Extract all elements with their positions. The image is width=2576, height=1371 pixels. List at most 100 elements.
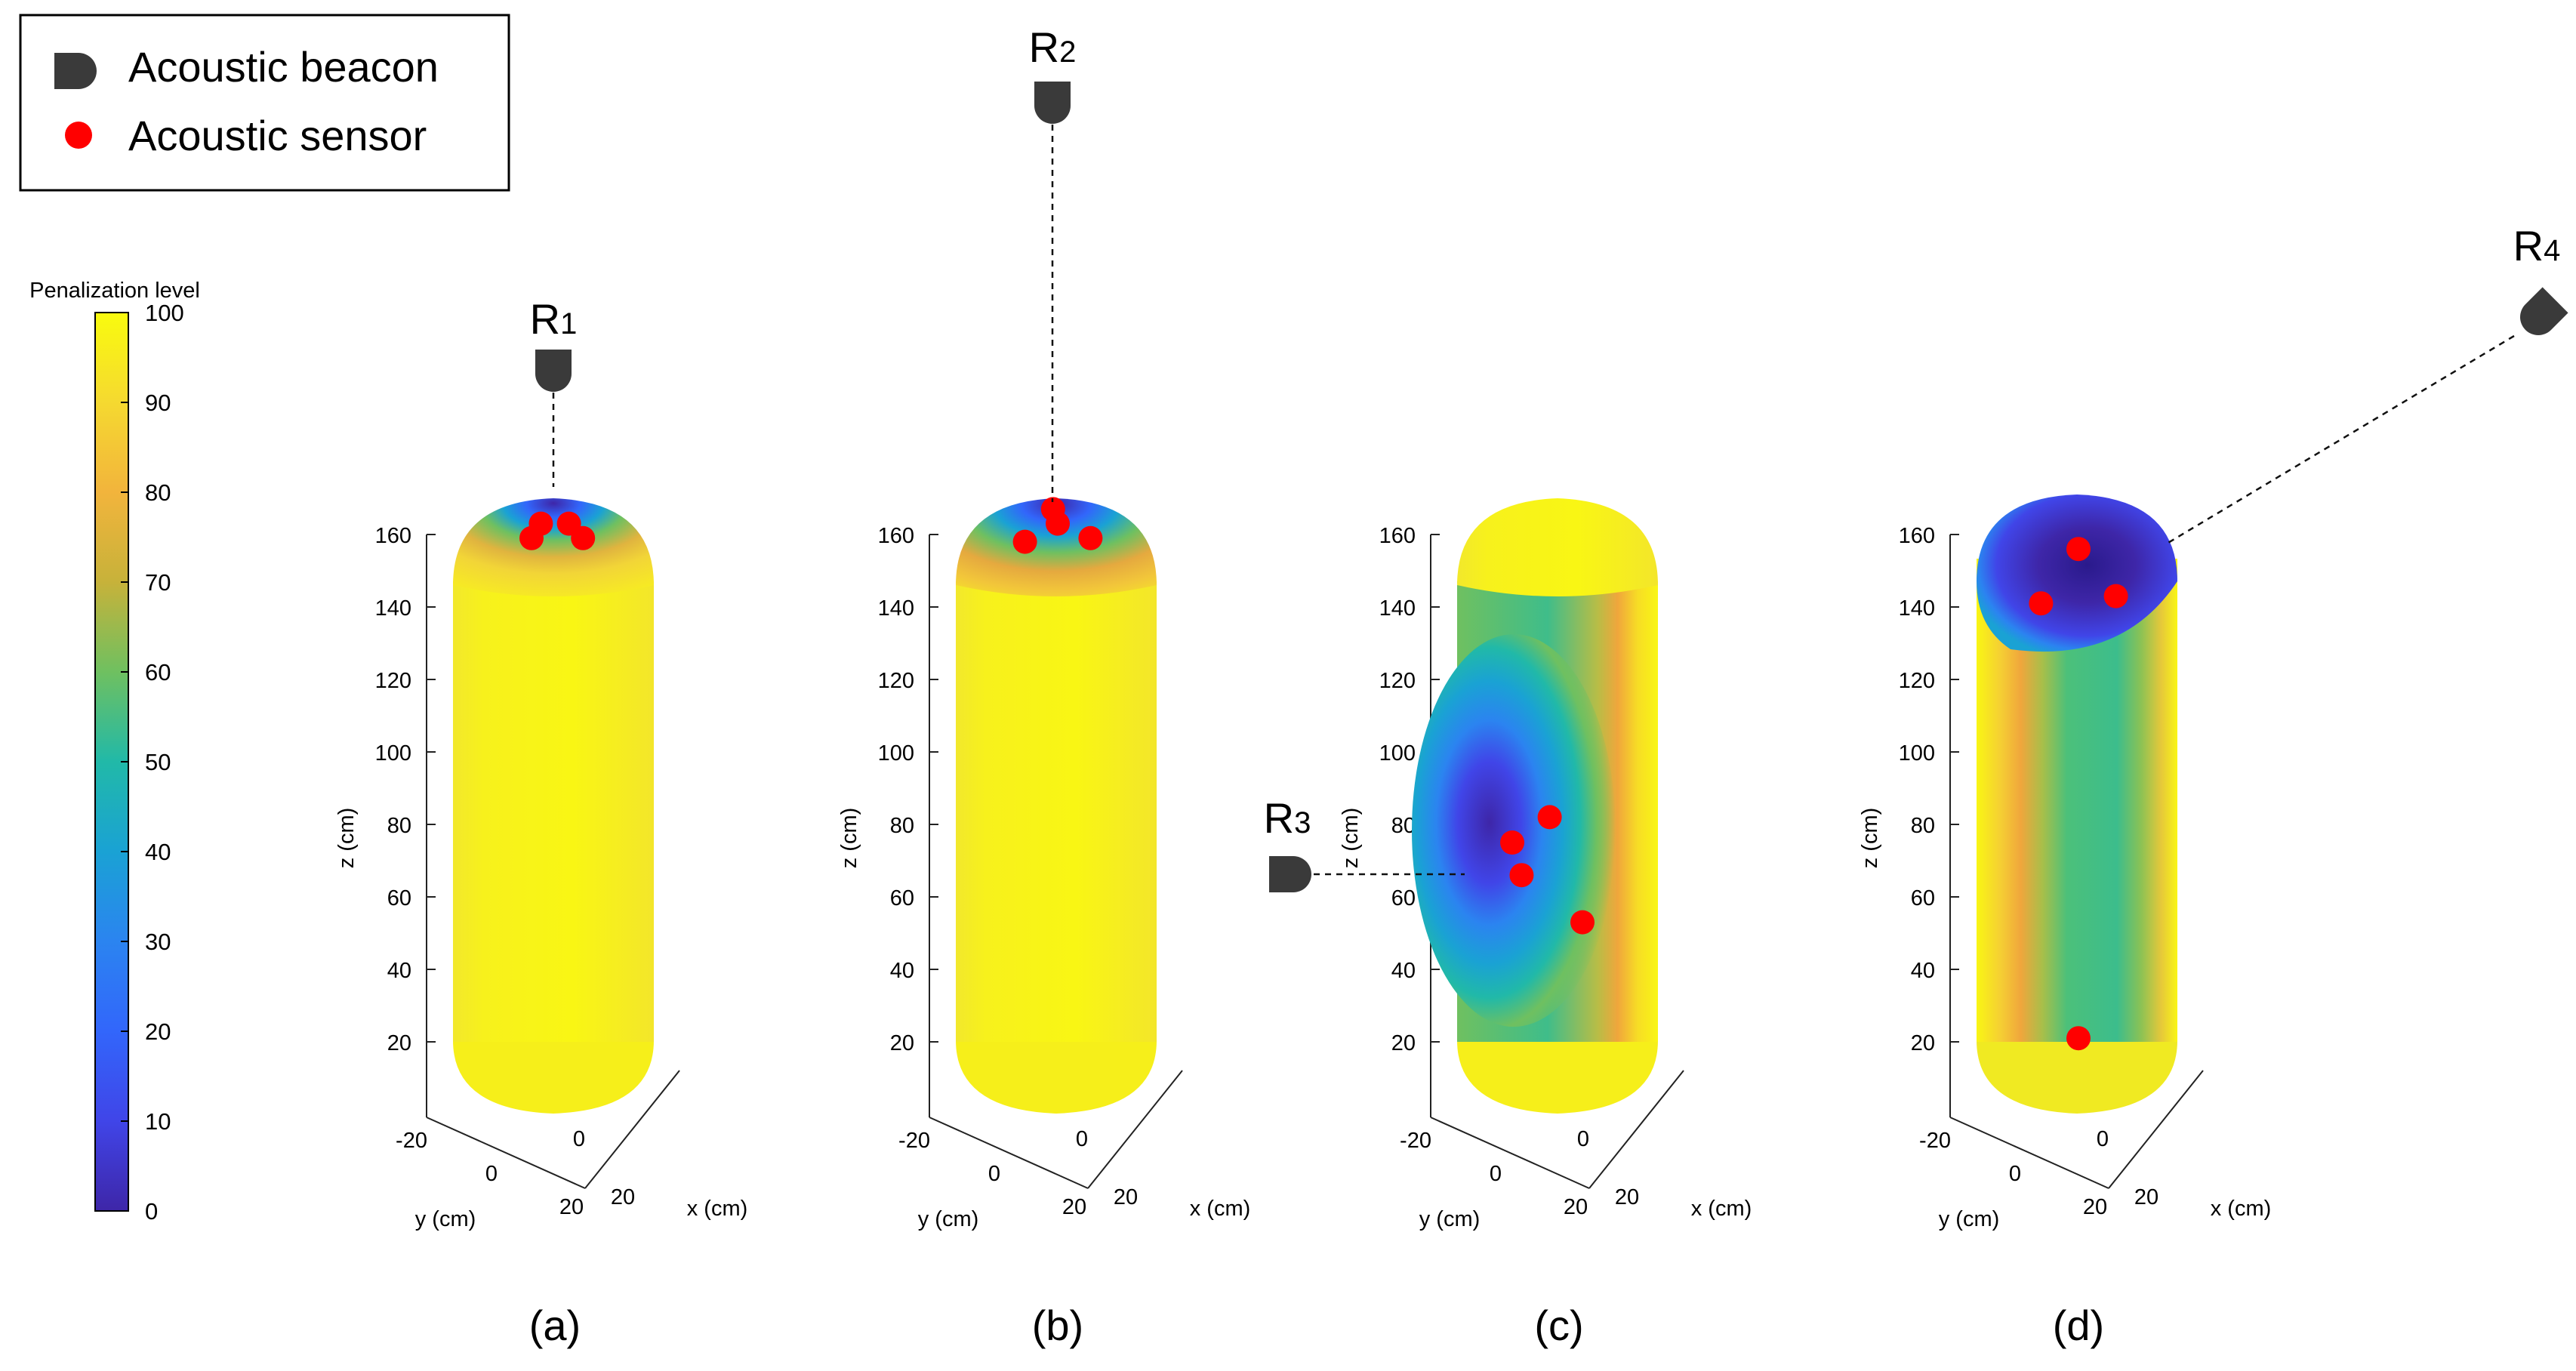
x-tick-label: 20: [611, 1185, 635, 1209]
x-axis: [2108, 1070, 2204, 1189]
x-tick-label: 0: [573, 1127, 585, 1151]
z-tick-label: 120: [1379, 669, 1416, 693]
z-tick-label: 20: [1391, 1031, 1416, 1055]
z-tick-label: 80: [1391, 814, 1416, 838]
beacon-label: R2: [1029, 23, 1077, 71]
z-tick-label: 100: [375, 741, 411, 766]
penalization-surface: [956, 498, 1157, 1114]
acoustic-sensor: [1537, 805, 1562, 830]
colorbar-title: Penalization level: [29, 279, 200, 303]
sensors: [2029, 537, 2128, 1051]
low-penalization-region: [1977, 494, 2177, 652]
x-tick-label: 20: [1114, 1185, 1138, 1209]
legend-beacon-label: Acoustic beacon: [128, 43, 439, 91]
x-tick-label: 0: [1076, 1127, 1088, 1151]
x-axis-label: x (cm): [1190, 1197, 1251, 1221]
acoustic-beacon: R3: [1264, 794, 1465, 892]
z-tick-label: 160: [375, 524, 411, 548]
z-tick-label: 100: [1899, 741, 1935, 766]
z-axis-label: z (cm): [1858, 808, 1882, 869]
colorbar-tick-label: 0: [145, 1198, 158, 1225]
y-tick-label: 20: [559, 1195, 584, 1219]
cylinder-body: [956, 581, 1157, 1042]
y-tick-label: 20: [1062, 1195, 1086, 1219]
y-axis: [1949, 1117, 2109, 1189]
colorbar-tick-label: 50: [145, 749, 171, 775]
colorbar-tick-label: 10: [145, 1108, 171, 1135]
penalization-surface: [1977, 494, 2177, 1114]
y-axis-label: y (cm): [918, 1207, 979, 1231]
acoustic-sensor: [1046, 511, 1070, 536]
z-tick-label: 140: [1379, 596, 1416, 621]
beacon-icon: [1269, 856, 1311, 892]
z-tick-label: 20: [387, 1031, 411, 1055]
colorbar-tick-label: 100: [145, 300, 184, 326]
penalization-surface: [1412, 498, 1658, 1114]
acoustic-sensor: [2103, 584, 2128, 608]
penalization-surface: [453, 498, 654, 1114]
x-axis: [1588, 1070, 1684, 1189]
beacon-legend-icon: [54, 53, 97, 89]
colorbar-tick-label: 60: [145, 659, 171, 686]
cylinder-body: [453, 581, 654, 1042]
z-tick-label: 60: [1391, 886, 1416, 910]
x-axis-label: x (cm): [2211, 1197, 2272, 1221]
z-tick-label: 60: [890, 886, 914, 910]
y-tick-label: 0: [485, 1162, 498, 1186]
z-tick-label: 120: [1899, 669, 1935, 693]
x-axis: [584, 1070, 680, 1189]
y-axis: [929, 1117, 1089, 1189]
y-axis-label: y (cm): [1939, 1207, 2000, 1231]
acoustic-sensor: [519, 525, 544, 550]
acoustic-beacon: R2: [1029, 23, 1077, 502]
z-axis-label: z (cm): [1339, 808, 1363, 869]
colorbar-tick-label: 30: [145, 929, 171, 955]
colorbar-tick-label: 70: [145, 569, 171, 596]
acoustic-beacon: R1: [530, 295, 577, 487]
z-tick-label: 160: [1899, 524, 1935, 548]
top-cap: [956, 498, 1157, 596]
top-cap: [1457, 498, 1658, 596]
acoustic-sensor: [1012, 529, 1037, 554]
z-tick-label: 20: [890, 1031, 914, 1055]
y-tick-label: 0: [1490, 1162, 1502, 1186]
x-axis-label: x (cm): [1691, 1197, 1752, 1221]
y-tick-label: -20: [396, 1129, 427, 1153]
bottom-cap: [1977, 1040, 2177, 1114]
x-tick-label: 0: [1577, 1127, 1589, 1151]
sensors: [519, 511, 596, 550]
z-tick-label: 80: [387, 814, 411, 838]
z-tick-label: 160: [1379, 524, 1416, 548]
colorbar-tick-label: 90: [145, 390, 171, 416]
bottom-cap: [453, 1040, 654, 1114]
colorbar-tick-label: 20: [145, 1018, 171, 1045]
low-penalization-spot: [1412, 634, 1616, 1027]
x-axis: [1087, 1070, 1183, 1189]
colorbar-tick-label: 40: [145, 839, 171, 865]
sensor-legend-marker: [65, 122, 92, 149]
panel-d: 160 140 120 100 80 60 40 20 z (cm) -20 0 20 y (cm) 20…: [1858, 222, 2568, 1349]
z-tick-label: 40: [387, 959, 411, 983]
panel-a: 160 140 120 100 80 60 40 20 z (cm) -20 0 20 y (cm) 20…: [334, 295, 747, 1349]
beacon-label: R4: [2513, 222, 2561, 270]
sensors: [1012, 497, 1103, 554]
y-tick-label: 20: [2083, 1195, 2107, 1219]
bottom-cap: [1457, 1040, 1658, 1114]
beacon-icon: [2513, 287, 2568, 343]
z-tick-label: 60: [1911, 886, 1935, 910]
acoustic-sensor: [1078, 525, 1103, 550]
z-tick-label: 80: [890, 814, 914, 838]
acoustic-sensor: [1500, 830, 1524, 855]
z-tick-label: 60: [387, 886, 411, 910]
y-axis: [426, 1117, 586, 1189]
cylinder-body: [1977, 581, 2177, 1042]
z-tick-label: 40: [1391, 959, 1416, 983]
z-tick-label: 100: [1379, 741, 1416, 766]
legend-box: [19, 14, 510, 192]
sensors: [1500, 805, 1595, 935]
y-tick-label: -20: [898, 1129, 930, 1153]
y-tick-label: 0: [988, 1162, 1000, 1186]
x-tick-label: 20: [2134, 1185, 2158, 1209]
z-tick-label: 120: [878, 669, 914, 693]
acoustic-sensor: [2066, 537, 2091, 562]
